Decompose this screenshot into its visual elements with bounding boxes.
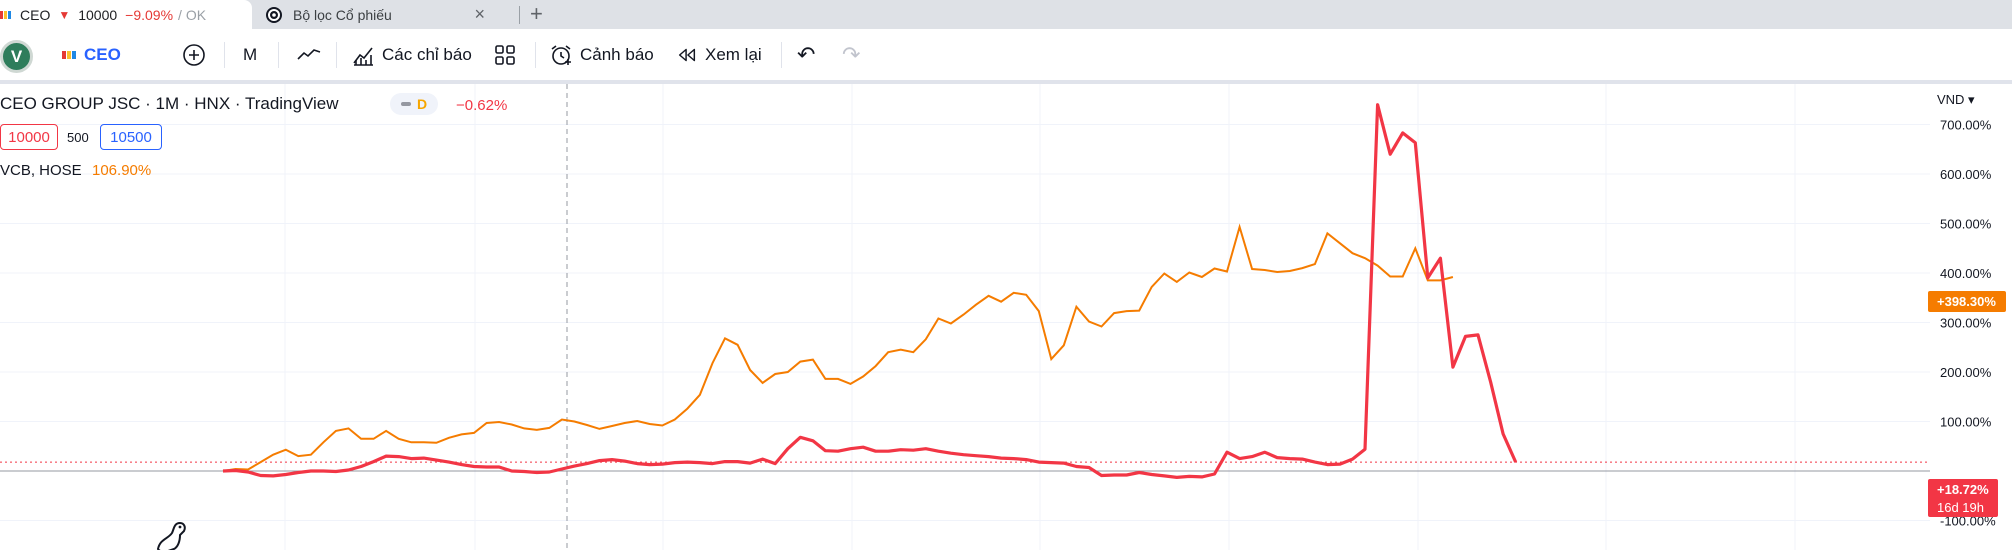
browser-tab-strip: CEO ▼ 10000 −9.09% / OK Bộ lọc Cổ phiếu … <box>0 0 2012 29</box>
main-series-line <box>222 103 1518 479</box>
data-status-pill[interactable]: D <box>390 93 438 115</box>
legend-change: −0.62% <box>456 97 508 114</box>
symbol-name: CEO <box>84 44 121 64</box>
line-chart-icon <box>297 48 321 60</box>
compare-symbol-value: 106.90% <box>92 162 152 179</box>
tab-title-rest: / OK <box>178 6 207 23</box>
price-axis-tick-label: 300.00% <box>1940 316 1992 331</box>
ceo-favicon-icon <box>0 10 12 19</box>
main-value-badge <box>1928 479 1998 517</box>
browser-tab-stock-screener[interactable]: Bộ lọc Cổ phiếu × <box>255 0 495 29</box>
compare-series-line <box>222 223 1454 472</box>
chart-pane[interactable]: 700.00% 600.00% 500.00% 400.00% 300.00% 200.0… <box>0 84 2012 550</box>
price-axis-tick-label: 400.00% <box>1940 266 1992 281</box>
toolbar-divider <box>336 42 337 68</box>
redo-icon: ↷ <box>842 41 861 67</box>
plus-circle-icon <box>183 43 205 66</box>
redo-button[interactable]: ↷ <box>842 29 860 80</box>
tab-title: Bộ lọc Cổ phiếu <box>293 6 392 23</box>
chart-style-button[interactable] <box>294 29 329 80</box>
toolbar-divider <box>278 42 279 68</box>
undo-button[interactable]: ↶ <box>797 29 815 80</box>
browser-tab-ceo[interactable]: CEO ▼ 10000 −9.09% / OK <box>0 0 252 29</box>
rewind-icon <box>678 48 696 61</box>
chart-legend-title[interactable]: CEO GROUP JSC · 1M · HNX · TradingView <box>0 94 339 113</box>
tab-change: −9.09% <box>125 6 174 23</box>
price-axis-tick-label: 600.00% <box>1940 167 1992 182</box>
tab-price: 10000 <box>78 6 118 23</box>
symbol-search-button[interactable]: CEO <box>62 29 121 80</box>
layouts-button[interactable] <box>493 29 524 80</box>
tradingview-dino-icon <box>156 521 186 550</box>
interval-button[interactable]: M <box>243 29 257 80</box>
alerts-label: Cảnh báo <box>580 44 654 64</box>
toolbar-divider <box>535 42 536 68</box>
compare-value-badge <box>1928 291 2006 312</box>
grid-layout-icon <box>495 44 515 65</box>
price-axis-tick-label: -100.00% <box>1940 514 1996 529</box>
replay-button[interactable]: Xem lại <box>676 29 762 80</box>
price-chart[interactable]: 700.00% 600.00% 500.00% 400.00% 300.00% 200.0… <box>0 84 2012 550</box>
price-axis-tick-label: 100.00% <box>1940 415 1992 430</box>
replay-label: Xem lại <box>705 44 762 64</box>
price-axis-ticks: 700.00% 600.00% 500.00% 400.00% 300.00% 200.0… <box>1940 118 1996 529</box>
down-arrow-icon: ▼ <box>58 7 71 22</box>
ceo-logo-icon <box>62 50 76 59</box>
tab-divider <box>519 6 520 24</box>
close-tab-icon[interactable]: × <box>474 4 485 24</box>
compare-symbol-name[interactable]: VCB, HOSE <box>0 162 82 179</box>
indicators-label: Các chỉ báo <box>382 44 472 64</box>
user-avatar[interactable]: V <box>0 40 33 73</box>
price-axis-tick-label: 200.00% <box>1940 365 1992 380</box>
price-axis-tick-label: 500.00% <box>1940 217 1992 232</box>
alerts-button[interactable]: Cảnh báo <box>549 29 654 80</box>
undo-icon: ↶ <box>797 41 816 67</box>
toolbar-divider <box>224 42 225 68</box>
tab-ticker: CEO <box>20 6 51 23</box>
compare-symbol-button[interactable] <box>182 29 213 80</box>
sell-price-button[interactable]: 10000 <box>0 124 58 150</box>
new-tab-button[interactable]: + <box>530 1 543 26</box>
main-badge-countdown: 16d 19h <box>1937 500 1984 515</box>
indicators-button[interactable]: Các chỉ báo <box>351 29 472 80</box>
price-axis-tick-label: 700.00% <box>1940 118 1992 133</box>
main-value-badge-text: +18.72% <box>1937 482 1989 497</box>
alarm-clock-icon <box>551 44 571 65</box>
toolbar-divider <box>781 42 782 68</box>
currency-selector[interactable]: VND ▾ <box>1937 92 1975 107</box>
interval-label: M <box>243 44 258 64</box>
chart-toolbar: V CEO M Các chỉ báo <box>0 29 2012 84</box>
tradingview-target-icon <box>266 6 282 23</box>
delayed-indicator: D <box>416 96 428 112</box>
buy-price-button[interactable]: 10500 <box>100 124 162 150</box>
minus-icon <box>400 102 411 106</box>
spread-value: 500 <box>67 130 89 145</box>
compare-value-badge-text: +398.30% <box>1937 294 1996 309</box>
chart-grid <box>0 84 1930 550</box>
indicators-icon <box>353 47 373 66</box>
